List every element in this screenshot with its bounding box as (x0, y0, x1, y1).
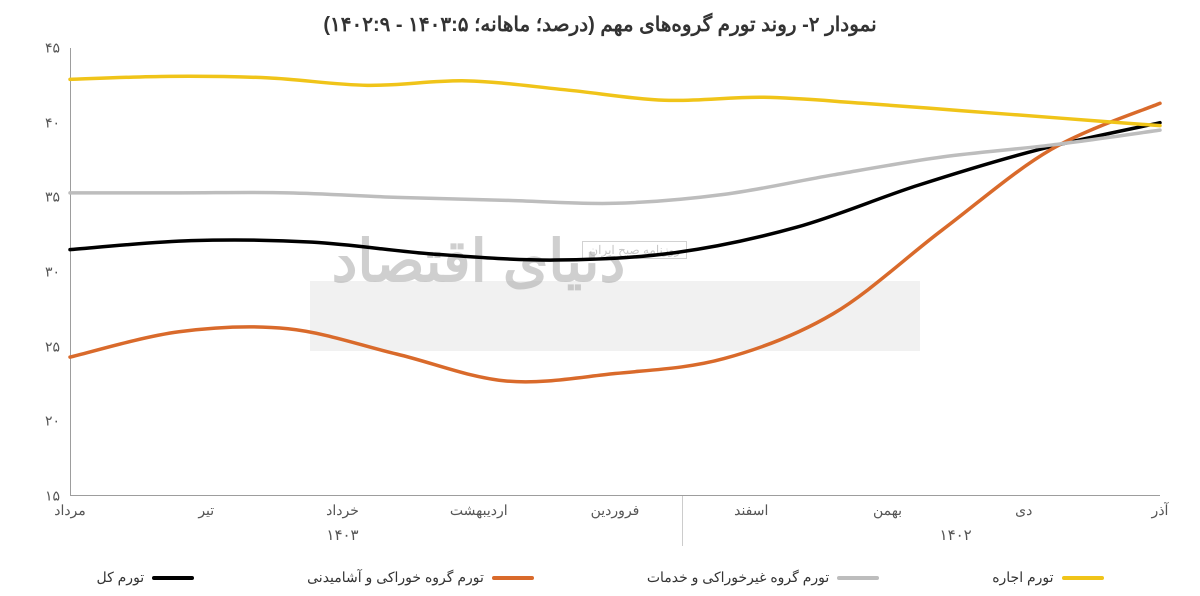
legend-label: تورم کل (96, 569, 144, 586)
y-axis-tick: ۲۵ (20, 338, 60, 355)
legend-item: تورم اجاره (992, 569, 1103, 586)
y-axis-tick: ۳۵ (20, 189, 60, 206)
legend-swatch (492, 576, 534, 580)
x-axis-tick: خرداد (326, 496, 359, 519)
legend-label: تورم گروه غیرخوراکی و خدمات (647, 569, 829, 586)
chart-plot-area: دنیای اقتصاد روزنامه صبح ایران ۱۵۲۰۲۵۳۰۳… (70, 48, 1160, 496)
y-axis-tick: ۲۰ (20, 413, 60, 430)
chart-lines-svg (70, 48, 1160, 496)
legend-swatch (837, 576, 879, 580)
x-axis-separator (682, 496, 683, 546)
x-axis-tick: تیر (198, 496, 214, 519)
legend-item: تورم گروه خوراکی و آشامیدنی (307, 569, 534, 586)
x-axis-tick: مرداد (54, 496, 86, 519)
series-line (70, 103, 1160, 382)
x-axis-tick: بهمن (873, 496, 902, 519)
series-line (70, 76, 1160, 125)
x-axis-tick: اسفند (734, 496, 768, 519)
legend-item: تورم کل (96, 569, 194, 586)
x-axis-year: ۱۴۰۲ (940, 526, 972, 544)
x-axis-tick: اردیبهشت (450, 496, 508, 519)
x-axis-tick: دی (1015, 496, 1032, 519)
legend-swatch (1062, 576, 1104, 580)
chart-legend: تورم کل تورم گروه خوراکی و آشامیدنی تورم گ… (40, 569, 1160, 586)
y-axis-tick: ۳۰ (20, 264, 60, 281)
legend-item: تورم گروه غیرخوراکی و خدمات (647, 569, 879, 586)
series-line (70, 130, 1160, 203)
y-axis-tick: ۴۵ (20, 40, 60, 57)
legend-label: تورم اجاره (992, 569, 1053, 586)
legend-swatch (152, 576, 194, 580)
y-axis-tick: ۴۰ (20, 114, 60, 131)
chart-title: نمودار ۲- روند تورم گروه‌های مهم (درصد؛ … (0, 0, 1200, 43)
x-axis-year: ۱۴۰۳ (326, 526, 358, 544)
legend-label: تورم گروه خوراکی و آشامیدنی (307, 569, 484, 586)
x-axis-tick: فروردین (591, 496, 640, 519)
x-axis-tick: آذر (1152, 496, 1169, 519)
